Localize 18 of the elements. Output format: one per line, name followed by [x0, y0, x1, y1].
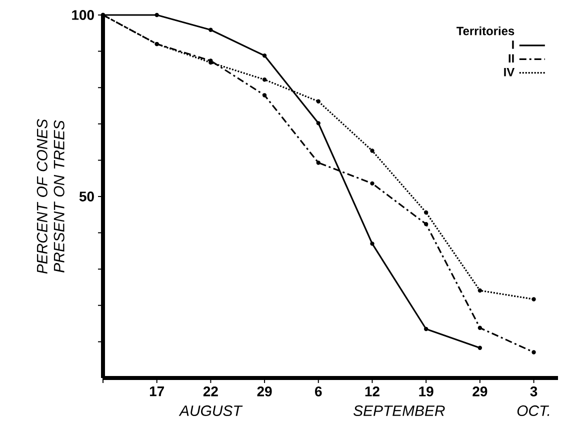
x-tick-label: 22 [203, 386, 218, 396]
legend-label: IV [504, 68, 515, 76]
legend-label: I [512, 40, 514, 49]
text: SEPTEMBER [353, 405, 445, 416]
x-tick-label: 12 [365, 386, 380, 396]
y-axis-title: PERCENT OF CONES PRESENT ON TREES [36, 119, 64, 274]
x-tick-label: 17 [150, 386, 164, 396]
x-tick-label: 19 [419, 386, 434, 396]
x-tick-label: 29 [472, 386, 488, 396]
x-tick-label: 6 [315, 386, 322, 396]
y-tick-label: 100 [72, 10, 94, 20]
y-tick-label: 50 [79, 192, 94, 202]
x-tick-label: 29 [257, 386, 272, 396]
text: OCT. [517, 405, 550, 416]
text: AUGUST [178, 405, 243, 416]
legend-title: Territories [456, 26, 514, 36]
legend-label: II [508, 54, 514, 63]
x-tick-label: 3 [530, 386, 538, 396]
